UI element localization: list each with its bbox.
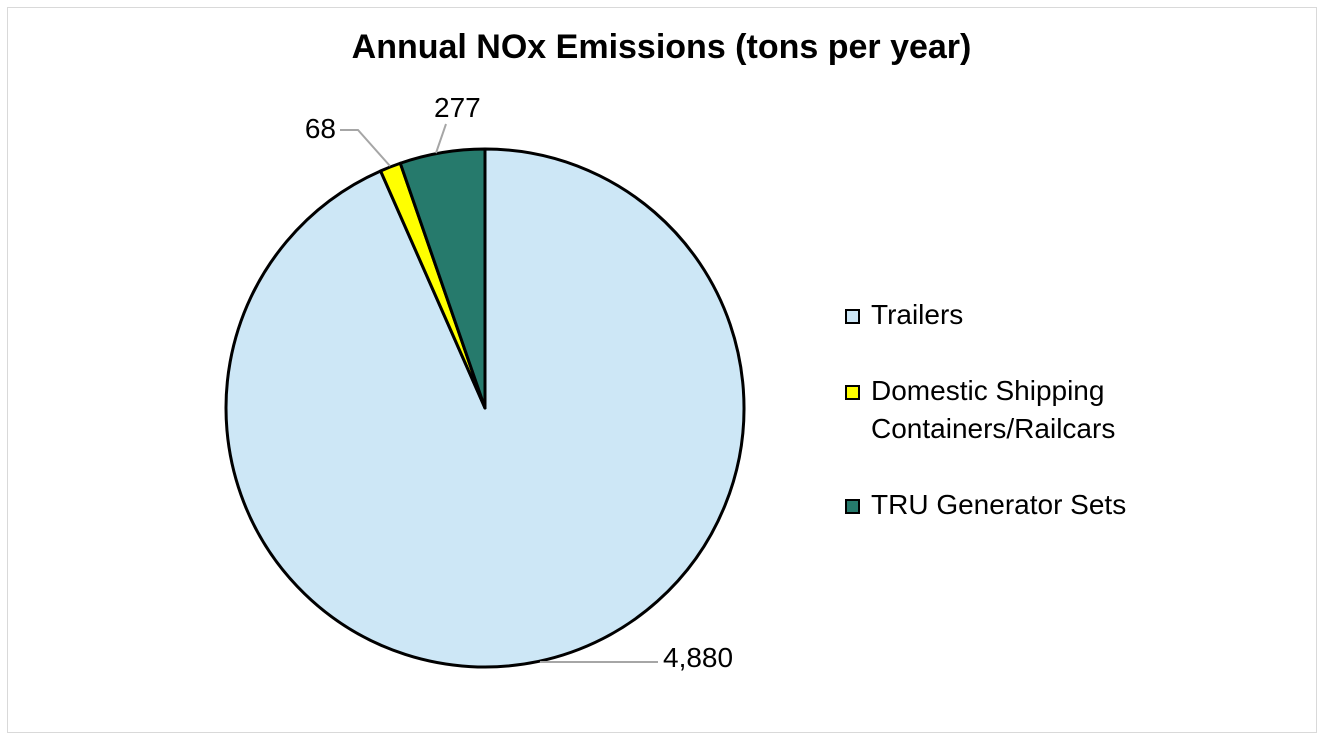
legend-item-domestic-shipping: Domestic Shipping Containers/Railcars xyxy=(845,372,1305,448)
chart-title: Annual NOx Emissions (tons per year) xyxy=(351,28,972,66)
data-label-domestic-shipping: 68 xyxy=(305,113,336,144)
data-label-tru-generator-sets: 277 xyxy=(434,92,481,123)
leader-line-domestic-shipping xyxy=(340,129,391,167)
legend: Trailers Domestic Shipping Containers/Ra… xyxy=(845,296,1305,562)
legend-item-tru-generator-sets: TRU Generator Sets xyxy=(845,486,1305,524)
legend-label-domestic-shipping-line1: Domestic Shipping xyxy=(871,375,1105,406)
legend-swatch-tru-generator-sets xyxy=(845,499,860,514)
pie-slice-tru-generator-sets xyxy=(398,147,487,410)
leader-line-tru-generator-sets xyxy=(435,123,447,154)
legend-item-trailers: Trailers xyxy=(845,296,1305,334)
data-label-trailers: 4,880 xyxy=(663,642,733,673)
legend-label-trailers: Trailers xyxy=(871,299,964,330)
legend-label-domestic-shipping-line2: Containers/Railcars xyxy=(871,413,1116,444)
legend-swatch-domestic-shipping xyxy=(845,385,860,400)
legend-swatch-trailers xyxy=(845,309,860,324)
legend-label-tru-generator-sets: TRU Generator Sets xyxy=(871,489,1127,520)
